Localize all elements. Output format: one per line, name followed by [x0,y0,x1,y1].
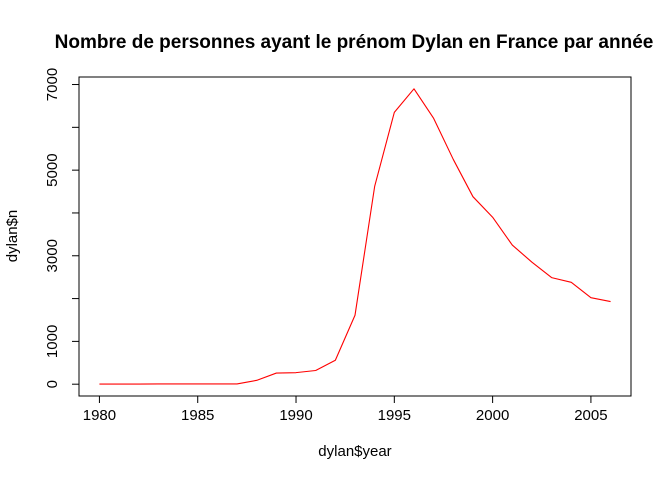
x-tick-label: 2005 [574,407,607,424]
y-tick-label: 3000 [44,239,61,272]
series-layer [99,88,611,385]
x-axis: 1980 1985 1990 1995 2000 2005 [83,395,608,424]
x-tick-label: 1990 [279,407,312,424]
series-line [99,88,611,385]
y-axis-label: dylan$n [4,210,21,263]
y-tick-label: 5000 [44,153,61,186]
y-tick-label: 0 [44,380,61,388]
y-tick-label: 7000 [44,68,61,101]
x-tick-label: 1995 [378,407,411,424]
x-tick-label: 1980 [83,407,116,424]
y-tick-label: 1000 [44,325,61,358]
plot-frame [78,76,632,397]
x-tick-label: 2000 [476,407,509,424]
y-axis: 0 1000 3000 5000 7000 [44,68,80,388]
x-tick-label: 1985 [181,407,214,424]
chart-title: Nombre de personnes ayant le prénom Dyla… [55,32,654,53]
x-axis-label: dylan$year [318,443,391,460]
